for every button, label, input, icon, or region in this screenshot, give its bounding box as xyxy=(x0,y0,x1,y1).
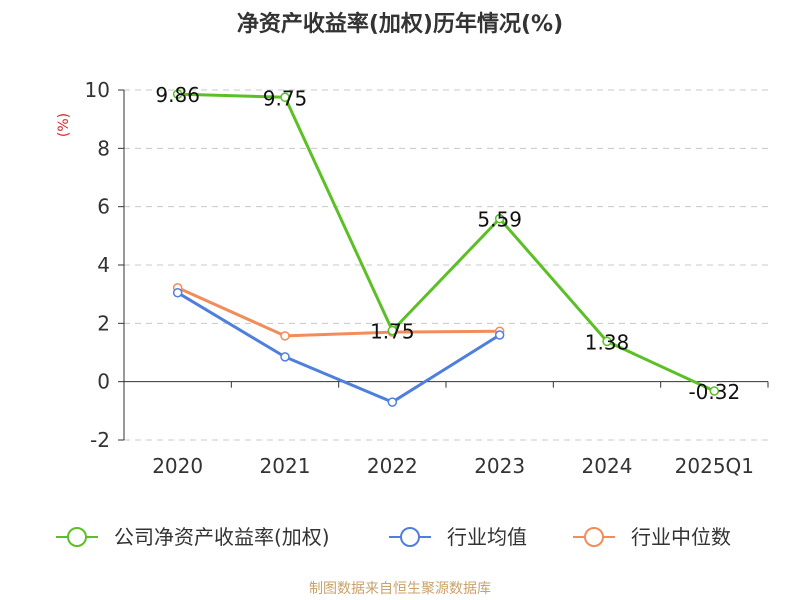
series-line xyxy=(177,286,500,338)
y-tick-label: 0 xyxy=(97,370,110,394)
chart-title: 净资产收益率(加权)历年情况(%) xyxy=(236,12,564,37)
series-line xyxy=(176,291,501,404)
y-tick-label: 8 xyxy=(97,136,110,160)
data-label: 9.75 xyxy=(263,86,308,110)
data-point xyxy=(387,397,398,407)
x-tick-label: 2021 xyxy=(260,454,311,478)
data-point xyxy=(280,92,290,103)
data-point xyxy=(494,213,505,224)
y-axis-label: (%) xyxy=(56,113,72,137)
data-point xyxy=(172,89,183,99)
legend: 公司净资产收益率(加权) 行业均值 行业中位数 xyxy=(56,525,731,549)
label-layer: 9.86 9.75 1.75 5.59 1.38 -0.32 xyxy=(155,83,740,404)
y-tick-label: 6 xyxy=(97,195,110,219)
axis-layer: -2 0 2 4 6 8 10 2020 2021 2022 2023 2024 2025Q1 (%) xyxy=(56,78,769,478)
legend-label: 行业均值 xyxy=(447,525,527,549)
x-tick-label: 2022 xyxy=(367,454,418,478)
y-tick-label: 10 xyxy=(85,78,110,102)
data-point xyxy=(709,386,720,396)
data-point xyxy=(280,331,290,341)
legend-label: 公司净资产收益率(加权) xyxy=(114,525,330,549)
legend-marker xyxy=(67,527,87,547)
y-tick-label: 2 xyxy=(97,311,110,335)
data-point xyxy=(280,352,290,362)
series-line xyxy=(177,92,715,393)
data-label: 1.75 xyxy=(370,320,415,344)
grid-layer xyxy=(124,89,768,441)
data-label: 1.38 xyxy=(585,330,630,354)
data-label: -0.32 xyxy=(688,380,740,404)
data-label: 9.86 xyxy=(155,83,200,107)
legend-item: 行业中位数 xyxy=(573,525,731,549)
x-tick-label: 2025Q1 xyxy=(675,454,754,478)
y-tick-label: 4 xyxy=(97,253,110,277)
x-tick-label: 2020 xyxy=(152,454,203,478)
data-label: 5.59 xyxy=(477,208,522,232)
data-point xyxy=(387,325,398,336)
source-note: 制图数据来自恒生聚源数据库 xyxy=(309,581,491,597)
x-tick-label: 2024 xyxy=(582,454,633,478)
legend-item: 公司净资产收益率(加权) xyxy=(56,525,330,549)
legend-marker xyxy=(584,527,604,547)
data-point xyxy=(602,336,612,347)
legend-marker xyxy=(400,527,420,547)
data-point xyxy=(494,330,505,340)
legend-item: 行业均值 xyxy=(389,525,527,549)
x-tick-label: 2023 xyxy=(474,454,525,478)
legend-label: 行业中位数 xyxy=(631,525,731,549)
y-tick-label: -2 xyxy=(90,428,110,452)
series-layer xyxy=(172,89,720,407)
data-point xyxy=(172,287,183,298)
